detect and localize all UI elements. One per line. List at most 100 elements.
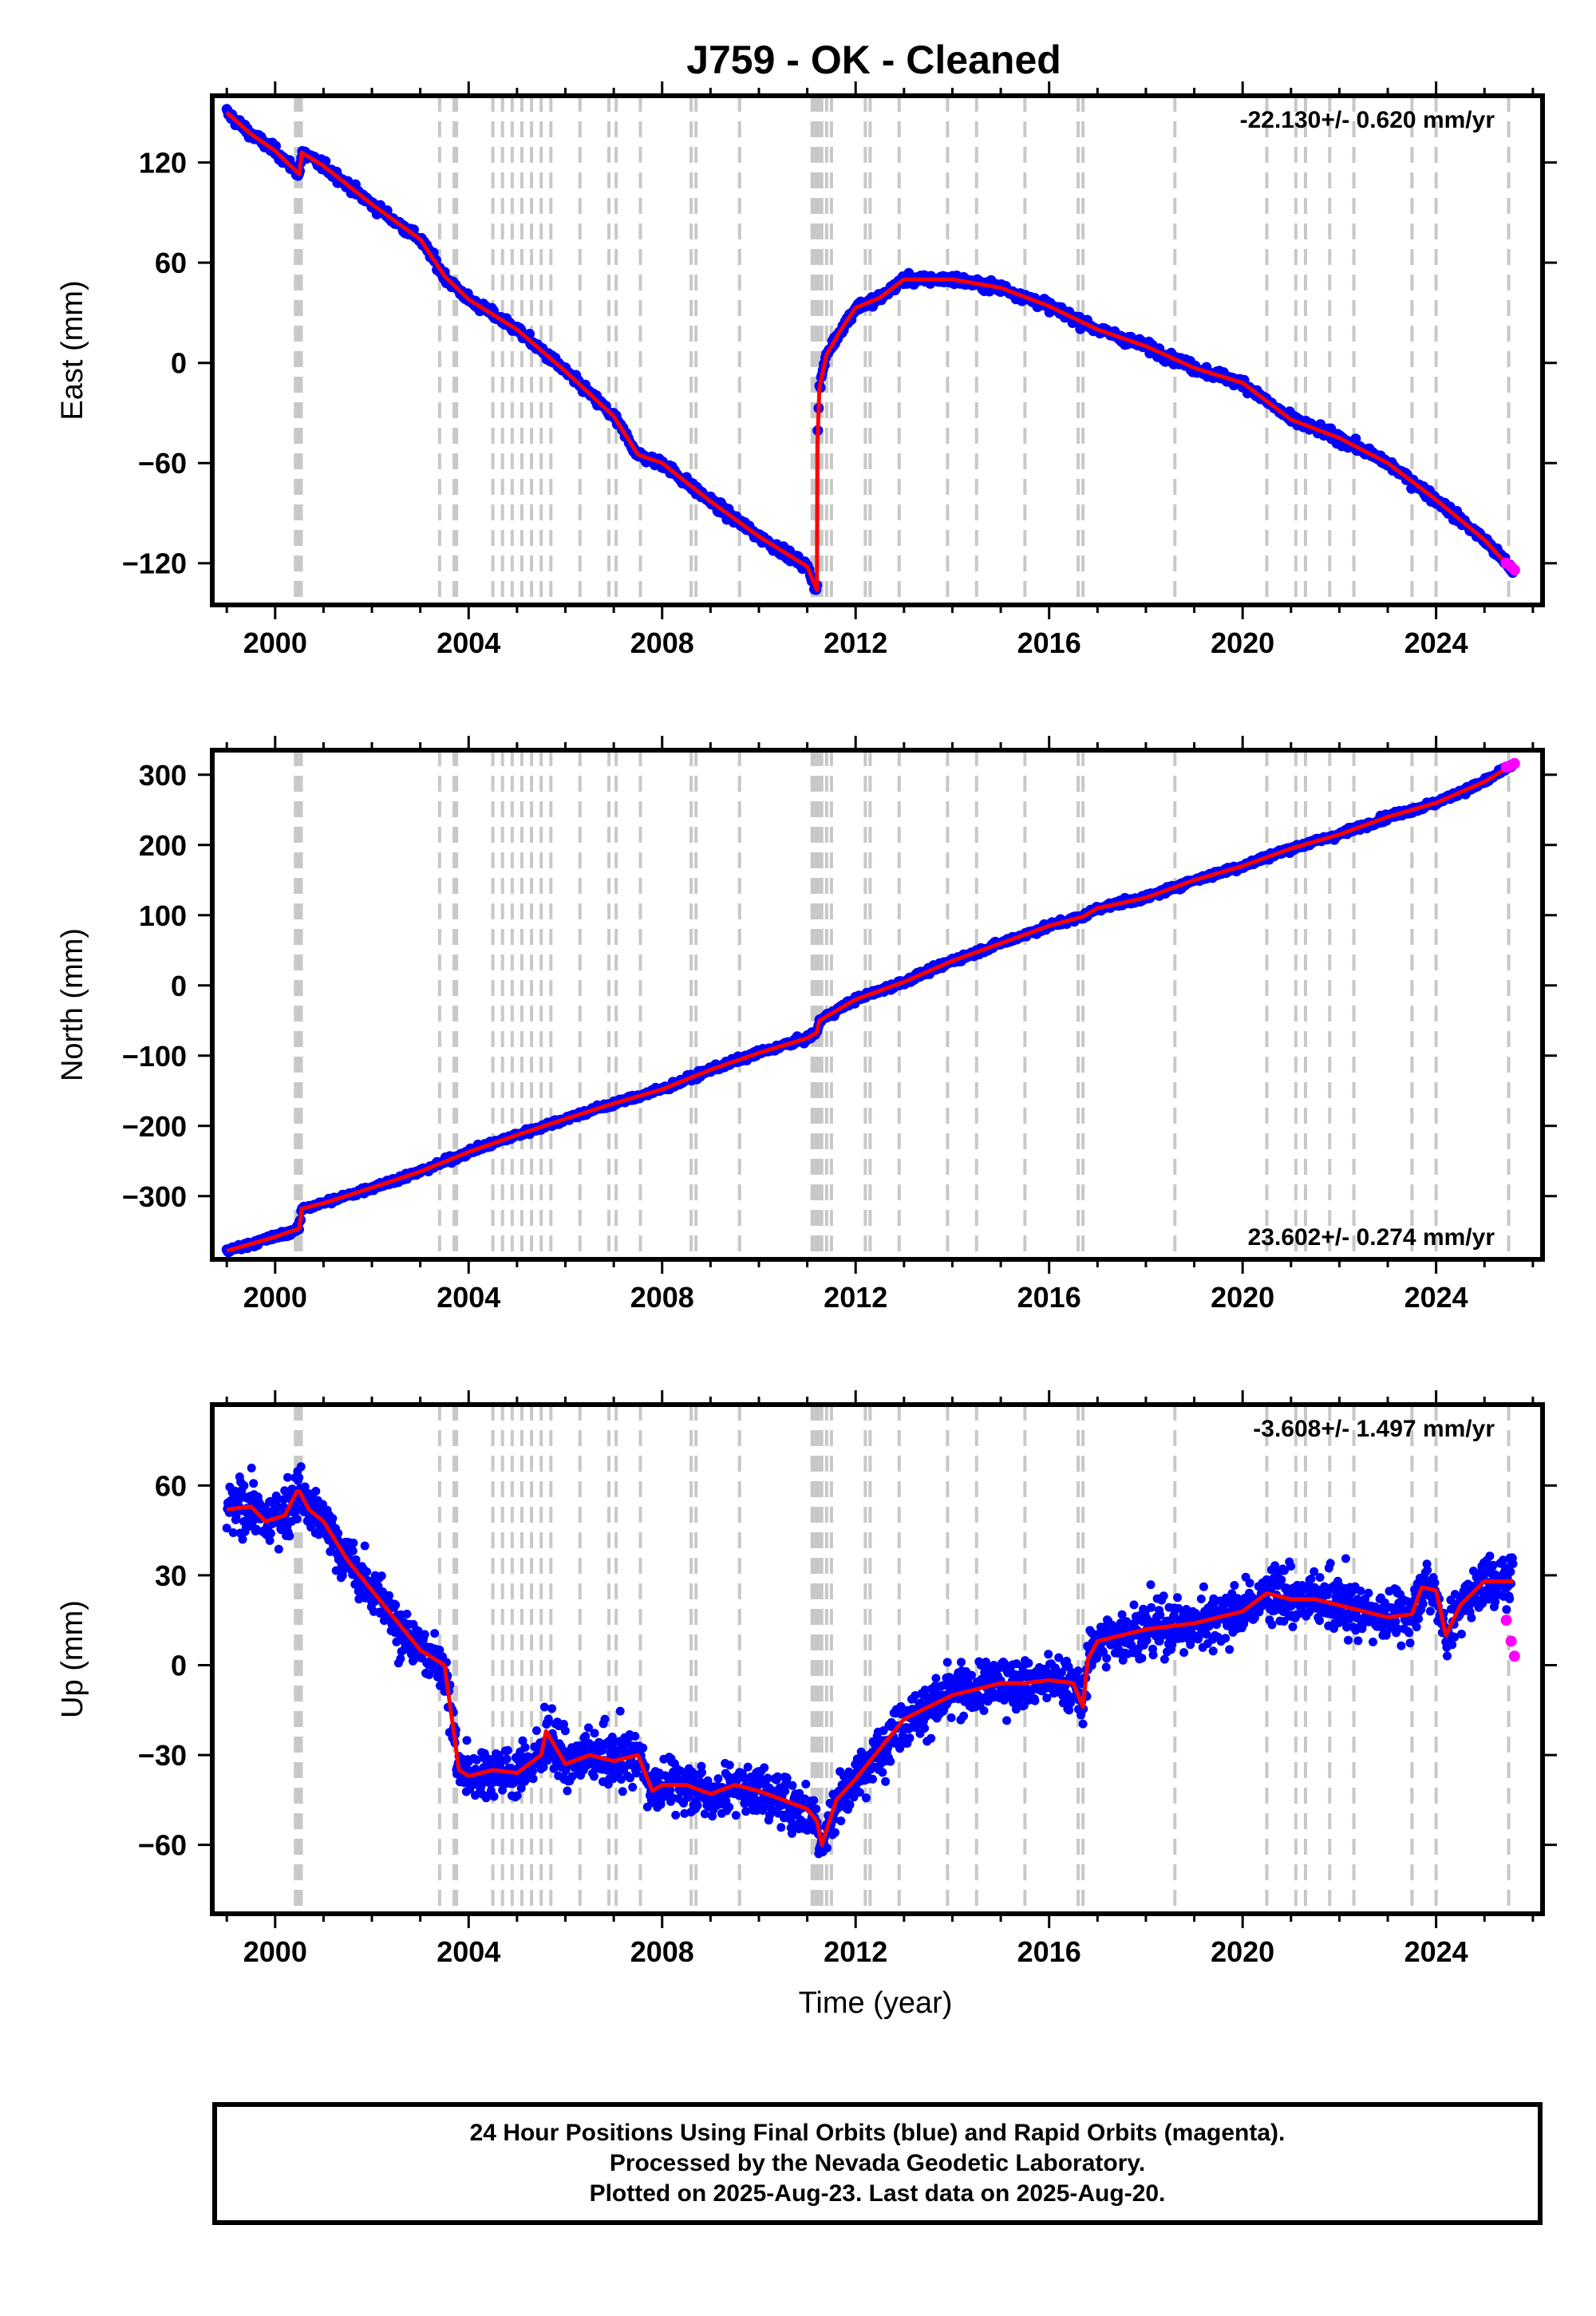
final-orbit-point [563, 1786, 572, 1796]
plot-content [221, 96, 1520, 605]
final-orbit-point [671, 1810, 681, 1820]
final-orbit-point [931, 1674, 941, 1683]
final-orbit-point [776, 1823, 786, 1832]
final-orbit-point [547, 1704, 557, 1713]
final-orbit-point [741, 1807, 751, 1816]
final-orbit-point [231, 1512, 241, 1521]
up-panel: 2000 2004 2008 2012 2016 2020 202460300−30−60U… [56, 1390, 1557, 1968]
final-orbit-point [957, 1658, 966, 1667]
final-orbit-point [589, 1772, 598, 1781]
final-orbit-point [809, 1796, 819, 1805]
final-orbit-point [615, 1706, 625, 1716]
y-axis-label: East (mm) [56, 280, 89, 420]
final-orbit-point [700, 1809, 709, 1819]
final-orbit-point [502, 1754, 512, 1764]
final-orbit-point [1006, 1683, 1015, 1693]
final-orbit-point [628, 1782, 638, 1792]
final-orbit-point [725, 1761, 734, 1770]
y-tick-label: 0 [171, 347, 187, 380]
x-tick-label: 2016 [1017, 626, 1081, 659]
y-tick-label: 100 [139, 899, 187, 932]
final-orbit-point [472, 1755, 481, 1765]
final-orbit-point [849, 1792, 859, 1802]
final-orbit-point [1024, 1658, 1033, 1668]
final-orbit-point [763, 1773, 772, 1783]
final-orbit-point [430, 1629, 440, 1638]
y-tick-label: 300 [139, 759, 187, 792]
x-tick-label: 2012 [824, 626, 887, 659]
final-orbit-point [516, 1784, 526, 1793]
rapid-orbit-point [1508, 564, 1520, 576]
final-orbit-point [1002, 1716, 1012, 1725]
final-orbit-point [362, 1567, 372, 1576]
final-orbit-point [630, 1732, 640, 1741]
final-orbit-point [543, 1714, 553, 1724]
y-tick-label: −60 [138, 447, 187, 480]
x-tick-label: 2016 [1017, 1281, 1081, 1314]
final-orbit-point [920, 1724, 930, 1733]
x-tick-label: 2012 [824, 1281, 887, 1314]
final-orbit-point [823, 1844, 832, 1852]
final-orbit-point [238, 1535, 247, 1544]
final-orbit-point [420, 1630, 429, 1639]
y-tick-label: −120 [122, 547, 187, 580]
final-orbit-point [539, 1702, 549, 1712]
x-tick-label: 2004 [437, 626, 500, 659]
final-orbit-point [528, 1767, 537, 1776]
plot-frame [210, 748, 1545, 1262]
final-orbit-point [600, 1714, 610, 1724]
final-orbit-point [348, 1546, 358, 1555]
north-panel: 2000 2004 2008 2012 2016 2020 20243002001000−1… [56, 736, 1557, 1314]
final-orbit-point [489, 1792, 499, 1801]
final-orbit-point [584, 1723, 593, 1733]
final-orbit-point [351, 1555, 361, 1564]
final-orbit-point [795, 1788, 804, 1798]
final-orbit-point [279, 1495, 288, 1504]
final-orbit-point [830, 1828, 839, 1837]
figure-title: J759 - OK - Cleaned [686, 38, 1061, 82]
final-orbit-point [274, 1544, 283, 1554]
final-orbit-point [920, 1686, 930, 1694]
final-orbit-point [331, 1566, 341, 1575]
x-tick-label: 2008 [630, 626, 694, 659]
final-orbit-point [868, 1774, 877, 1784]
final-orbit-point [1044, 1650, 1053, 1659]
final-orbit-point [396, 1654, 405, 1663]
final-orbit-point [560, 1726, 570, 1736]
final-orbit-point [926, 1733, 936, 1743]
final-orbit-point [942, 1658, 952, 1667]
final-orbit-point [743, 1762, 753, 1772]
final-orbit-point [518, 1736, 527, 1745]
model-line [225, 111, 1515, 592]
rate-label: -22.130+/- 0.620 mm/yr [1240, 107, 1495, 133]
final-orbit-point [597, 1746, 606, 1755]
final-orbit-point [1042, 1694, 1052, 1703]
final-orbit-point [1350, 433, 1361, 445]
final-orbit-point [247, 1464, 256, 1472]
final-orbit-point [878, 1768, 887, 1777]
plot-frame [210, 93, 1545, 607]
rate-label: 23.602+/- 0.274 mm/yr [1248, 1224, 1495, 1251]
final-orbit-point [1011, 1705, 1021, 1714]
east-panel: 2000 2004 2008 2012 2016 2020 2024120600−60−12… [56, 81, 1557, 659]
final-orbit-point [528, 1774, 538, 1784]
y-axis-label: North (mm) [56, 928, 89, 1081]
final-orbit-point [377, 1571, 386, 1581]
final-orbit-point [861, 1793, 871, 1803]
final-orbit-point [881, 1777, 891, 1786]
final-orbit-point [512, 1791, 522, 1800]
final-orbit-point [285, 1531, 294, 1541]
final-orbit-point [294, 1473, 304, 1482]
final-orbit-point [772, 1772, 782, 1781]
x-tick-label: 2024 [1404, 626, 1468, 659]
final-orbit-point [266, 1528, 275, 1538]
plot-content [221, 750, 1520, 1259]
final-orbit-point [349, 1538, 358, 1547]
x-tick-label: 2020 [1211, 1281, 1274, 1314]
final-orbit-point [780, 1786, 790, 1796]
final-orbit-point [228, 1528, 238, 1537]
final-orbit-point [845, 1800, 855, 1809]
y-tick-label: −200 [122, 1110, 187, 1143]
final-orbit-point [375, 1609, 385, 1618]
final-orbit-point [503, 1745, 512, 1755]
